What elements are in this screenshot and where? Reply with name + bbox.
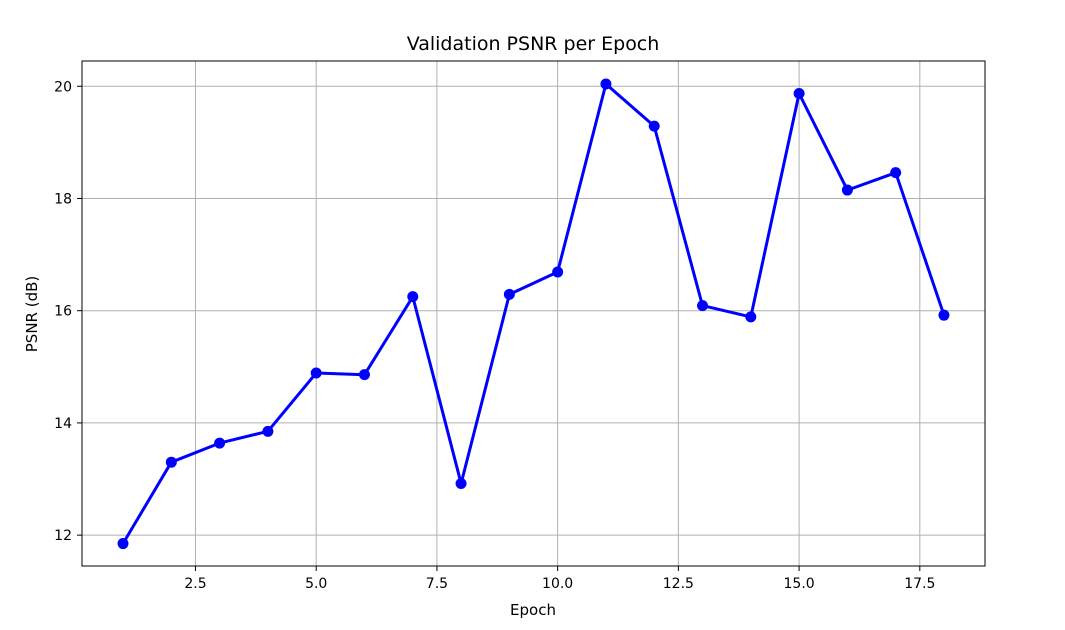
data-point [697, 300, 709, 312]
data-point [841, 184, 853, 196]
data-point [890, 167, 902, 179]
data-point [503, 288, 515, 300]
y-tick-label: 18 [54, 191, 72, 207]
data-point [214, 437, 226, 449]
y-axis-label: PSNR (dB) [23, 276, 41, 353]
series-line [121, 82, 946, 545]
data-point [455, 478, 467, 490]
x-tick-label: 10.0 [542, 576, 573, 592]
data-point [165, 456, 177, 468]
y-axis: 12 14 16 18 20 [54, 79, 82, 544]
y-tick-label: 14 [54, 416, 72, 432]
x-tick-label: 15.0 [784, 576, 815, 592]
y-tick-label: 12 [54, 528, 72, 544]
data-point [745, 311, 757, 323]
plot-frame [81, 60, 986, 567]
data-point [793, 88, 805, 100]
x-tick-label: 12.5 [663, 576, 694, 592]
x-tick-label: 2.5 [184, 576, 206, 592]
data-point [552, 266, 564, 278]
x-tick-label: 7.5 [426, 576, 448, 592]
data-point [262, 425, 274, 437]
data-point [310, 367, 322, 379]
x-axis: 2.5 5.0 7.5 10.0 12.5 15.0 17.5 [184, 566, 935, 592]
data-point [358, 369, 370, 381]
data-point [648, 120, 660, 132]
y-tick-label: 20 [54, 79, 72, 95]
data-point [600, 78, 612, 90]
data-point [938, 309, 950, 321]
x-axis-label: Epoch [510, 601, 556, 619]
x-tick-label: 17.5 [904, 576, 935, 592]
series-layer [117, 78, 950, 550]
data-point [407, 291, 419, 303]
x-tick-label: 5.0 [305, 576, 327, 592]
chart-title: Validation PSNR per Epoch [407, 33, 660, 55]
y-tick-label: 16 [54, 304, 72, 320]
grid-lines [82, 61, 985, 566]
data-point [117, 538, 129, 550]
